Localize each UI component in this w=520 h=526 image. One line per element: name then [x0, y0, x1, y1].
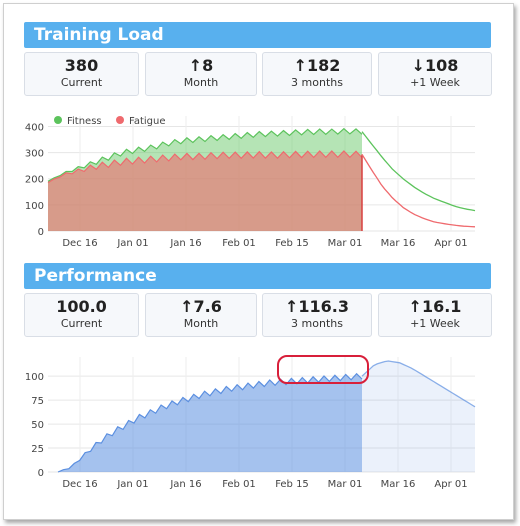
- arrow-up-icon: ↑: [284, 297, 299, 316]
- training-stat-week-value: ↓108: [411, 56, 459, 75]
- perf-stat-month-label: Month: [183, 317, 219, 330]
- training-legend: Fitness Fatigue: [54, 116, 166, 127]
- performance-y-tick-label: 100: [25, 372, 44, 383]
- perf-stat-current-value: 100.0: [56, 297, 107, 316]
- perf-stat-current-label: Current: [60, 317, 103, 330]
- fitness-line: [47, 127, 363, 182]
- training-stat-week: ↓108 +1 Week: [378, 52, 492, 96]
- training-x-tick-label: Mar 16: [381, 238, 416, 249]
- performance-x-tick-label: Jan 16: [169, 479, 201, 490]
- training-y-tick-label: 100: [25, 201, 44, 212]
- legend-fatigue-swatch: [116, 116, 124, 124]
- training-load-title: Training Load: [34, 25, 164, 45]
- fatigue-area: [48, 151, 362, 231]
- training-x-tick-label: Jan 16: [169, 238, 201, 249]
- performance-chart: 0 25 50 75 100 Dec 16 Jan 01 Jan 16 Feb 01 Feb 15…: [25, 355, 476, 490]
- training-x-tick-label: Apr 01: [434, 238, 467, 249]
- arrow-up-icon: ↑: [408, 297, 422, 316]
- performance-x-tick-label: Jan 01: [116, 479, 148, 490]
- perf-stat-week-value: ↑16.1: [408, 297, 462, 316]
- performance-x-tick-label: Mar 01: [328, 479, 363, 490]
- training-x-tick-label: Feb 01: [222, 238, 256, 249]
- arrow-up-icon: ↑: [180, 297, 194, 316]
- performance-x-tick-label: Feb 15: [275, 479, 309, 490]
- arrow-up-icon: ↑: [188, 56, 203, 75]
- legend-fatigue-label: Fatigue: [129, 116, 166, 127]
- fatigue-line: [47, 150, 363, 184]
- perf-stat-3months-value: ↑116.3: [284, 297, 349, 316]
- training-stat-current: 380 Current: [24, 52, 139, 96]
- legend-fitness-swatch: [54, 116, 62, 124]
- performance-line: [57, 372, 363, 473]
- performance-y-tick-label: 75: [31, 396, 44, 407]
- training-stat-month: ↑8 Month: [145, 52, 257, 96]
- training-y-tick-label: 300: [25, 149, 44, 160]
- training-stat-3months-label: 3 months: [291, 76, 343, 89]
- training-y-tick-label: 0: [38, 227, 44, 238]
- perf-stat-3months: ↑116.3 3 months: [262, 293, 372, 337]
- perf-stat-week-label: +1 Week: [410, 317, 460, 330]
- perf-stat-current: 100.0 Current: [24, 293, 139, 337]
- training-x-tick-label: Jan 01: [116, 238, 148, 249]
- fitness-projection-line: [361, 131, 476, 212]
- training-stat-month-value: ↑8: [188, 56, 214, 75]
- training-stat-3months-value: ↑182: [293, 56, 341, 75]
- arrow-down-icon: ↓: [411, 56, 425, 75]
- performance-x-tick-label: Mar 16: [381, 479, 416, 490]
- perf-stat-week: ↑16.1 +1 Week: [378, 293, 492, 337]
- performance-projection-line: [361, 360, 476, 408]
- performance-x-tick-label: Apr 01: [434, 479, 467, 490]
- performance-y-tick-label: 50: [31, 420, 44, 431]
- performance-projection-area: [362, 361, 475, 472]
- fatigue-projection-line: [361, 154, 476, 228]
- training-y-tick-label: 200: [25, 175, 44, 186]
- performance-title: Performance: [34, 266, 157, 286]
- training-stat-week-label: +1 Week: [410, 76, 460, 89]
- performance-y-tick-label: 0: [38, 468, 44, 479]
- performance-area: [58, 373, 362, 472]
- performance-x-tick-label: Dec 16: [62, 479, 97, 490]
- arrow-up-icon: ↑: [293, 56, 307, 75]
- perf-stat-month: ↑7.6 Month: [145, 293, 257, 337]
- training-x-tick-label: Feb 15: [275, 238, 309, 249]
- training-stat-3months: ↑182 3 months: [262, 52, 372, 96]
- training-stat-current-value: 380: [64, 56, 99, 75]
- training-load-chart: 0 100 200 300 400 Dec 16 Jan 01 Jan 16 Feb 01 Feb…: [25, 116, 476, 249]
- perf-stat-month-value: ↑7.6: [180, 297, 222, 316]
- training-stat-month-label: Month: [183, 76, 219, 89]
- training-load-header: Training Load: [24, 22, 491, 48]
- performance-x-tick-label: Feb 01: [222, 479, 256, 490]
- training-x-tick-label: Mar 01: [328, 238, 363, 249]
- training-stat-current-label: Current: [60, 76, 103, 89]
- legend-fitness-label: Fitness: [67, 116, 102, 127]
- highlight-annotation: [277, 355, 369, 384]
- training-y-tick-label: 400: [25, 122, 44, 133]
- perf-stat-3months-label: 3 months: [291, 317, 343, 330]
- training-x-tick-label: Dec 16: [62, 238, 97, 249]
- performance-header: Performance: [24, 263, 491, 289]
- performance-y-tick-label: 25: [31, 444, 44, 455]
